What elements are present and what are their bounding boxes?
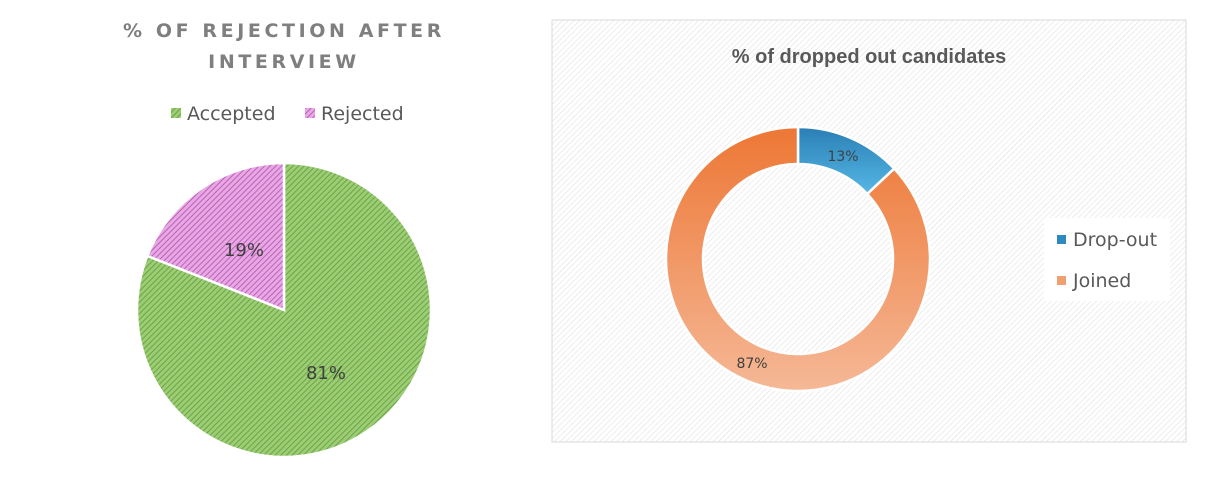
data-label-joined: 87%	[736, 356, 767, 372]
legend-swatch-accepted	[171, 108, 181, 118]
chart1-legend: Accepted Rejected	[171, 103, 404, 125]
chart1-slices	[135, 161, 433, 459]
legend-label-joined: Joined	[1072, 270, 1131, 292]
rejection-pie-chart: % OF REJECTION AFTER INTERVIEW Accepted …	[123, 20, 445, 459]
slice-joined	[664, 125, 932, 393]
chart2-slices	[664, 125, 932, 393]
legend-swatch-joined	[1057, 276, 1066, 285]
chart1-title-line1: % OF REJECTION AFTER	[123, 20, 445, 42]
chart2-legend-box	[1044, 218, 1170, 301]
legend-label-dropout: Drop-out	[1073, 229, 1157, 251]
data-label-rejected: 19%	[224, 240, 264, 261]
data-label-dropout: 13%	[827, 149, 858, 165]
legend-label-rejected: Rejected	[321, 103, 404, 125]
chart2-legend: Drop-out Joined	[1044, 218, 1170, 301]
chart2-title: % of dropped out candidates	[732, 46, 1006, 68]
legend-label-accepted: Accepted	[187, 103, 276, 125]
chart1-title-line2: INTERVIEW	[208, 51, 360, 73]
legend-swatch-rejected	[305, 108, 315, 118]
data-label-accepted: 81%	[306, 363, 346, 384]
dropout-donut-chart: % of dropped out candidates 13% 87% Drop…	[551, 19, 1187, 443]
legend-swatch-dropout	[1057, 235, 1066, 244]
slice-rejected	[145, 161, 286, 312]
